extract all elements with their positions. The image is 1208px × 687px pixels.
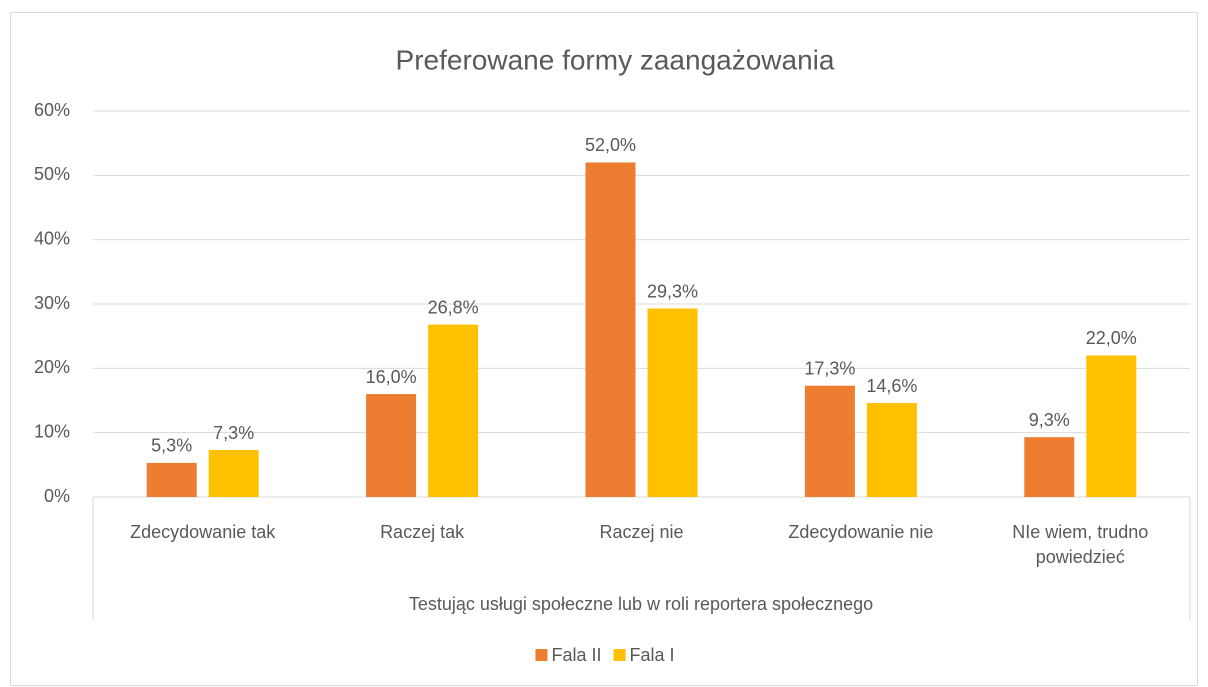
data-label: 17,3% [804,358,855,378]
bar [1086,355,1137,497]
chart-title: Preferowane formy zaangażowania [396,44,835,75]
x-tick-label: Raczej nie [599,522,684,542]
y-tick-label: 10% [34,421,70,441]
bar [428,324,479,497]
legend-label: Fala I [630,645,675,665]
x-tick-label: NIe wiem, trudno powiedzieć [1012,522,1149,567]
data-label: 16,0% [366,367,417,387]
y-tick-label: 30% [34,293,70,313]
legend-swatch [535,649,548,661]
data-label: 9,3% [1029,410,1070,430]
y-tick-label: 50% [34,164,70,184]
bar [866,403,917,497]
x-tick-label: Zdecydowanie nie [788,522,934,542]
bar [208,450,259,497]
bar [146,462,197,497]
bar [1024,437,1075,497]
y-tick-label: 60% [34,100,70,120]
x-group-label: Testując usługi społeczne lub w roli rep… [409,594,873,614]
data-label: 29,3% [647,281,698,301]
y-tick-label: 0% [44,486,70,506]
x-tick-label: Raczej tak [380,522,465,542]
x-tick-label: Zdecydowanie tak [130,522,276,542]
legend-swatch [613,649,626,661]
data-label: 22,0% [1086,328,1137,348]
data-label: 26,8% [428,297,479,317]
data-label: 7,3% [213,423,254,443]
y-tick-label: 40% [34,228,70,248]
bar [647,308,698,497]
data-label: 52,0% [585,135,636,155]
data-label: 5,3% [151,436,192,456]
bar [804,385,855,497]
bar [366,394,417,497]
legend-label: Fala II [551,645,601,665]
bar [585,162,636,497]
y-tick-label: 20% [34,357,70,377]
data-label: 14,6% [866,376,917,396]
